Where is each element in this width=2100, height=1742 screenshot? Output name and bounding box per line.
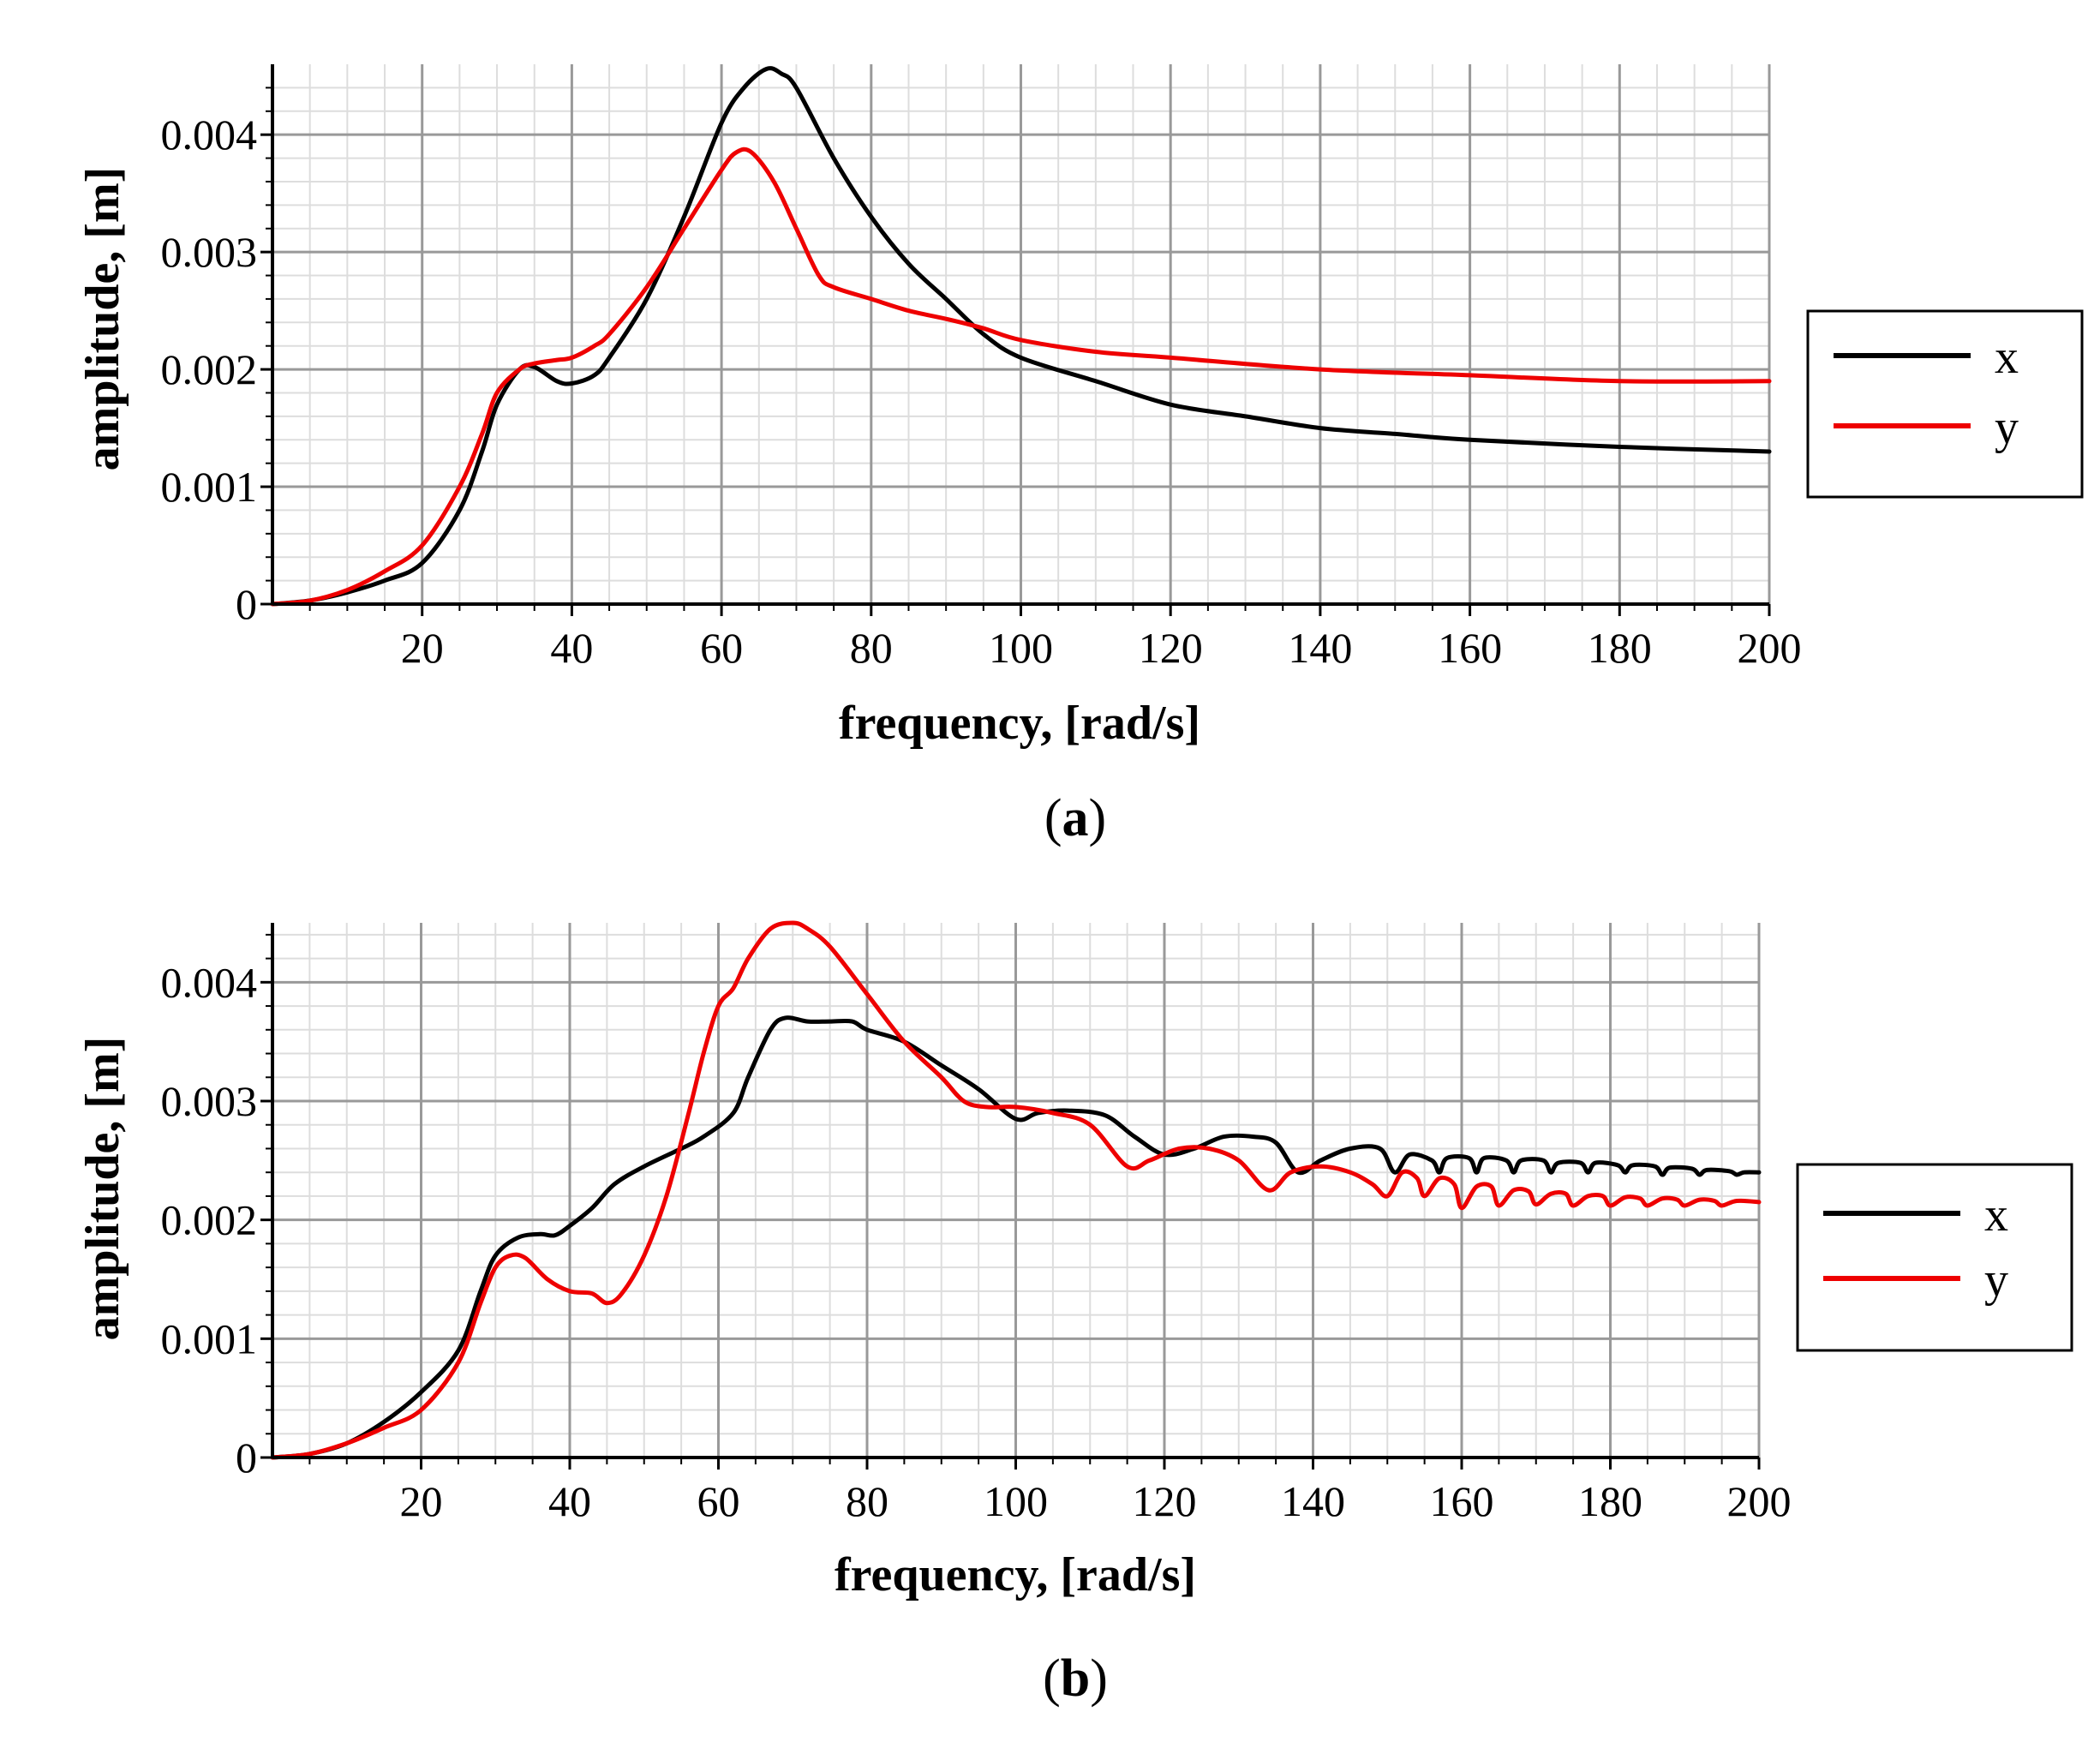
y-tick-label: 0.004 (161, 958, 258, 1006)
y-tick-label: 0 (236, 1434, 257, 1482)
panel-label-b: (b) (1043, 1649, 1108, 1708)
x-tick-labels-b: 20 40 60 80 100 120 140 160 180 200 (400, 1477, 1792, 1525)
series-line-x-b (270, 1015, 1762, 1460)
y-tick-label: 0.001 (161, 463, 258, 511)
legend-box-a (1806, 309, 2084, 499)
panel-label-a: (a) (1044, 789, 1106, 847)
x-axis-title-b: frequency, [rad/s] (835, 1548, 1196, 1601)
legend-a: x y (1806, 309, 2084, 499)
x-tick-label: 20 (401, 624, 444, 672)
x-tick-label: 80 (846, 1477, 888, 1525)
x-tick-label: 120 (1139, 624, 1203, 672)
series-line-y-a (270, 147, 1772, 607)
x-tick-label: 40 (550, 624, 593, 672)
legend-label-y-b: y (1984, 1254, 2008, 1307)
x-tick-label: 160 (1430, 1477, 1494, 1525)
y-tick-label: 0.002 (161, 1196, 258, 1244)
x-tick-labels-a: 20 40 60 80 100 120 140 160 180 200 (401, 624, 1802, 672)
series-line-y-b (270, 920, 1762, 1460)
x-tick-label: 100 (989, 624, 1053, 672)
x-tick-label: 200 (1738, 624, 1802, 672)
y-tick-labels-a: 0 0.001 0.002 0.003 0.004 (161, 111, 258, 628)
x-tick-label: 200 (1727, 1477, 1792, 1525)
y-tick-label: 0.001 (161, 1314, 258, 1362)
grid-b (272, 923, 1761, 1458)
chart-panel-b: 20 40 60 80 100 120 140 160 180 200 0 0.001 0.002 0.… (76, 920, 2073, 1708)
series-line-x-a (270, 66, 1772, 607)
series-layer-a (270, 66, 1772, 607)
y-axis-title-a: amplitude, [m] (76, 167, 129, 471)
x-tick-label: 100 (984, 1477, 1048, 1525)
x-tick-label: 40 (548, 1477, 591, 1525)
grid-a (272, 64, 1771, 604)
y-tick-label: 0.003 (161, 228, 258, 276)
chart-panel-a: 20 40 60 80 100 120 140 160 180 200 0 0.001 0.002 0.… (76, 64, 2084, 847)
y-axis-title-b: amplitude, [m] (76, 1037, 129, 1341)
y-tick-label: 0.003 (161, 1077, 258, 1125)
x-tick-label: 180 (1578, 1477, 1642, 1525)
x-axis-title-a: frequency, [rad/s] (839, 697, 1200, 750)
legend-label-y-a: y (1995, 401, 2019, 454)
legend-label-x-b: x (1984, 1188, 2008, 1242)
x-tick-label: 80 (850, 624, 893, 672)
x-tick-label: 60 (697, 1477, 740, 1525)
axes-a (260, 64, 1771, 616)
x-tick-label: 20 (400, 1477, 443, 1525)
x-tick-label: 60 (700, 624, 743, 672)
y-tick-labels-b: 0 0.001 0.002 0.003 0.004 (161, 958, 258, 1482)
x-tick-label: 140 (1288, 624, 1352, 672)
y-tick-label: 0 (236, 580, 257, 628)
legend-label-x-a: x (1995, 331, 2019, 384)
y-tick-label: 0.002 (161, 345, 258, 393)
y-tick-label: 0.004 (161, 111, 258, 159)
axes-b (260, 923, 1761, 1470)
series-layer-b (270, 920, 1762, 1460)
x-tick-label: 120 (1133, 1477, 1197, 1525)
x-tick-label: 180 (1588, 624, 1652, 672)
legend-box-b (1796, 1163, 2073, 1352)
x-tick-label: 160 (1438, 624, 1502, 672)
legend-b: x y (1796, 1163, 2073, 1352)
x-tick-label: 140 (1281, 1477, 1345, 1525)
